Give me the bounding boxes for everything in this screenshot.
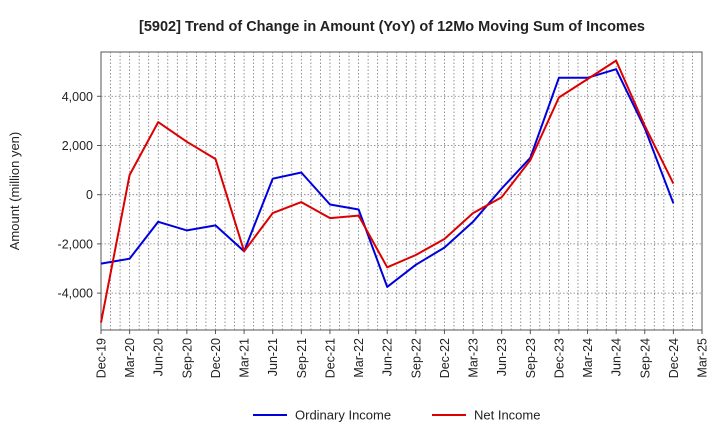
y-axis-label: Amount (million yen)	[7, 132, 22, 251]
chart-title: [5902] Trend of Change in Amount (YoY) o…	[139, 19, 645, 35]
x-tick-label: Jun-24	[610, 338, 624, 376]
x-tick-label: Jun-23	[495, 338, 509, 376]
x-tick-label: Mar-25	[696, 338, 710, 378]
legend-label-ordinary-income: Ordinary Income	[295, 408, 391, 423]
x-tick-label: Mar-24	[581, 338, 595, 378]
x-tick-label: Sep-23	[524, 338, 538, 378]
x-tick-label: Dec-23	[552, 338, 566, 378]
y-tick-label: 0	[86, 188, 93, 202]
x-tick-label: Dec-20	[209, 338, 223, 378]
x-tick-label: Jun-20	[152, 338, 166, 376]
x-tick-label: Mar-20	[123, 338, 137, 378]
x-tick-label: Mar-22	[352, 338, 366, 378]
series-line-ordinary-income	[100, 68, 675, 288]
x-tick-label: Dec-24	[667, 338, 681, 378]
x-tick-label: Sep-22	[409, 338, 423, 378]
y-tick-label: -2,000	[58, 237, 93, 251]
plot-area: -4,000 -2,000 0 2,000 4,000 Dec-19 Mar-20 Jun-2…	[58, 51, 710, 378]
x-tick-label: Jun-21	[266, 338, 280, 376]
y-tick-label: 2,000	[62, 139, 93, 153]
y-tick-label: -4,000	[58, 287, 93, 301]
x-tick-label: Dec-21	[323, 338, 337, 378]
x-tick-label: Mar-21	[238, 338, 252, 378]
x-tick-label: Sep-21	[295, 338, 309, 378]
legend-label-net-income: Net Income	[474, 408, 540, 423]
x-tick-label: Dec-19	[95, 338, 109, 378]
x-tick-label: Jun-22	[381, 338, 395, 376]
plot-border	[100, 51, 703, 331]
series-line-net-income	[100, 59, 675, 323]
x-tick-label: Dec-22	[438, 338, 452, 378]
x-tick-label: Sep-24	[638, 338, 652, 378]
legend: Ordinary Income Net Income	[253, 408, 540, 423]
x-tick-label: Mar-23	[467, 338, 481, 378]
x-tick-label: Sep-20	[180, 338, 194, 378]
y-tick-label: 4,000	[62, 90, 93, 104]
